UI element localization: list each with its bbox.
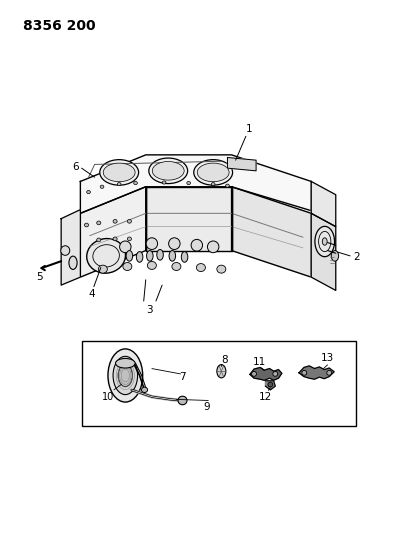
- Ellipse shape: [98, 265, 107, 273]
- Ellipse shape: [103, 163, 135, 182]
- Text: 4: 4: [88, 289, 94, 299]
- Polygon shape: [298, 366, 333, 379]
- Ellipse shape: [216, 265, 225, 273]
- Ellipse shape: [191, 239, 202, 251]
- Ellipse shape: [168, 238, 180, 249]
- Ellipse shape: [97, 221, 101, 225]
- Ellipse shape: [133, 181, 137, 184]
- Ellipse shape: [113, 357, 137, 394]
- Ellipse shape: [108, 349, 142, 402]
- Ellipse shape: [321, 238, 326, 245]
- Ellipse shape: [156, 249, 163, 260]
- Ellipse shape: [169, 251, 175, 261]
- Ellipse shape: [146, 251, 153, 261]
- Ellipse shape: [113, 220, 117, 223]
- Text: 2: 2: [352, 253, 359, 262]
- Ellipse shape: [136, 252, 143, 262]
- Polygon shape: [61, 209, 80, 285]
- Ellipse shape: [117, 182, 121, 185]
- Ellipse shape: [118, 365, 132, 386]
- Ellipse shape: [115, 359, 135, 368]
- Ellipse shape: [314, 227, 334, 257]
- Ellipse shape: [326, 370, 331, 375]
- Text: 8356 200: 8356 200: [23, 19, 96, 33]
- Polygon shape: [227, 158, 256, 171]
- Text: 8: 8: [221, 356, 227, 366]
- Ellipse shape: [147, 262, 156, 269]
- Ellipse shape: [99, 160, 138, 185]
- Ellipse shape: [148, 158, 187, 183]
- Ellipse shape: [61, 246, 70, 255]
- Ellipse shape: [196, 264, 205, 271]
- Ellipse shape: [126, 251, 133, 261]
- Polygon shape: [80, 155, 310, 213]
- Ellipse shape: [251, 372, 256, 376]
- Ellipse shape: [127, 237, 131, 241]
- Polygon shape: [231, 187, 310, 277]
- Text: 12: 12: [258, 392, 272, 402]
- Ellipse shape: [187, 181, 190, 184]
- Ellipse shape: [87, 239, 125, 273]
- Ellipse shape: [272, 372, 277, 376]
- Text: 10: 10: [102, 392, 114, 402]
- Ellipse shape: [84, 223, 88, 227]
- Ellipse shape: [127, 220, 131, 223]
- Ellipse shape: [86, 190, 90, 193]
- Ellipse shape: [178, 396, 187, 405]
- Polygon shape: [265, 381, 274, 390]
- Polygon shape: [145, 187, 231, 251]
- Ellipse shape: [123, 263, 132, 270]
- Text: 5: 5: [36, 272, 43, 282]
- Ellipse shape: [267, 382, 272, 387]
- Ellipse shape: [162, 181, 166, 184]
- Text: 7: 7: [179, 372, 185, 382]
- Ellipse shape: [171, 263, 180, 270]
- Ellipse shape: [216, 365, 225, 378]
- Text: 9: 9: [203, 402, 210, 412]
- Ellipse shape: [193, 160, 232, 185]
- Ellipse shape: [181, 252, 187, 262]
- Text: 3: 3: [146, 305, 153, 315]
- Ellipse shape: [225, 184, 229, 187]
- Polygon shape: [80, 187, 145, 277]
- Ellipse shape: [301, 370, 306, 375]
- Ellipse shape: [97, 238, 101, 242]
- FancyBboxPatch shape: [82, 341, 355, 426]
- Ellipse shape: [69, 256, 77, 269]
- Text: 11: 11: [252, 357, 265, 367]
- Text: 13: 13: [320, 353, 333, 364]
- Ellipse shape: [207, 241, 218, 253]
- Text: 1: 1: [245, 124, 252, 134]
- Polygon shape: [310, 213, 335, 290]
- Ellipse shape: [211, 182, 214, 185]
- Polygon shape: [249, 368, 281, 380]
- Ellipse shape: [197, 163, 229, 182]
- Ellipse shape: [146, 238, 157, 249]
- Ellipse shape: [330, 251, 338, 261]
- Ellipse shape: [141, 387, 147, 392]
- Ellipse shape: [100, 185, 103, 188]
- Ellipse shape: [119, 241, 131, 253]
- Ellipse shape: [113, 237, 117, 241]
- Text: 6: 6: [72, 161, 79, 172]
- Polygon shape: [310, 181, 335, 227]
- Ellipse shape: [152, 161, 184, 180]
